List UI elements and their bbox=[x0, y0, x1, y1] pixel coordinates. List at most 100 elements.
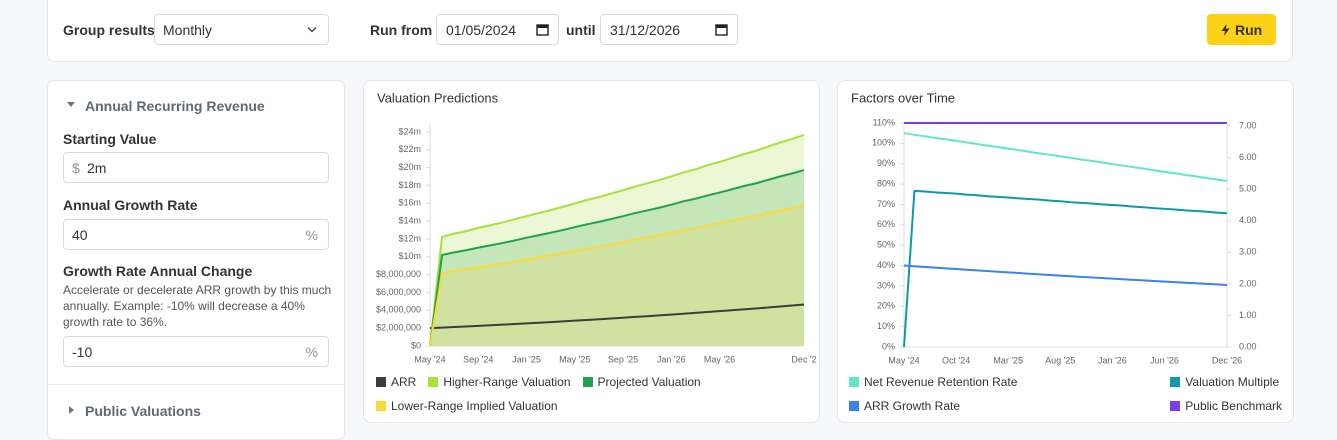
y-tick-label: $14m bbox=[398, 215, 421, 225]
y-tick-label: $16m bbox=[398, 198, 421, 208]
legend-swatch bbox=[1170, 401, 1181, 411]
y-tick-label: $20m bbox=[398, 162, 421, 172]
x-tick-label: Oct '24 bbox=[942, 355, 970, 365]
legend-swatch bbox=[1170, 377, 1181, 387]
legend: Net Revenue Retention Rate Valuation Mult… bbox=[849, 375, 1282, 413]
x-tick-label: Aug '25 bbox=[1045, 355, 1075, 365]
x-tick-label: May '24 bbox=[414, 354, 445, 364]
field-description: Accelerate or decelerate ARR growth by t… bbox=[63, 283, 332, 329]
group-value: Monthly bbox=[163, 22, 213, 38]
chevron-icon bbox=[307, 26, 317, 33]
sidebar bbox=[47, 80, 345, 440]
input-value: 40 bbox=[72, 227, 88, 243]
y-tick-label: 70% bbox=[877, 199, 895, 209]
section-title[interactable]: Annual Recurring Revenue bbox=[85, 98, 265, 114]
until-input[interactable]: 31/12/2026 bbox=[600, 14, 738, 45]
y-tick-label: 20% bbox=[877, 301, 895, 311]
y-tick-label: 110% bbox=[873, 117, 895, 127]
x-tick-label: Sep '24 bbox=[463, 354, 493, 364]
y-tick-label: 90% bbox=[877, 158, 895, 168]
group-label: Group results bbox=[63, 22, 155, 38]
starting-value-input[interactable]: $ 2m bbox=[63, 152, 329, 183]
legend-item[interactable]: Lower-Range Implied Valuation bbox=[376, 399, 558, 413]
y-tick-label: $0 bbox=[411, 340, 421, 350]
y2-tick-label: 3.00 bbox=[1239, 247, 1257, 257]
legend-item[interactable]: Valuation Multiple bbox=[1170, 375, 1282, 389]
series-line bbox=[429, 169, 805, 347]
series-line bbox=[903, 132, 1228, 183]
calendar-icon bbox=[536, 24, 549, 36]
x-tick-label: Jan '25 bbox=[512, 354, 541, 364]
section-title[interactable]: Public Valuations bbox=[85, 403, 201, 419]
x-tick-label: Sep '25 bbox=[608, 354, 638, 364]
y-tick-label: $4,000,000 bbox=[376, 305, 421, 315]
field-label: Growth Rate Annual Change bbox=[63, 263, 253, 279]
run-from-value: 01/05/2024 bbox=[446, 22, 517, 38]
legend-item[interactable]: ARR bbox=[376, 375, 416, 389]
run-from-input[interactable]: 01/05/2024 bbox=[436, 14, 559, 45]
y2-tick-label: 6.00 bbox=[1239, 152, 1257, 162]
legend-label: Higher-Range Valuation bbox=[443, 375, 571, 389]
chart-title: Factors over Time bbox=[851, 90, 955, 105]
x-tick-label: May '26 bbox=[704, 354, 735, 364]
field-label: Starting Value bbox=[63, 131, 157, 147]
expand-icon[interactable] bbox=[68, 405, 76, 415]
y-tick-label: 10% bbox=[877, 321, 895, 331]
y-tick-label: $2,000,000 bbox=[376, 323, 421, 333]
y2-tick-label: 0.00 bbox=[1239, 341, 1257, 351]
legend-label: Net Revenue Retention Rate bbox=[864, 375, 1018, 389]
chart-card: Valuation Predictions $0 $2,000,000 $4,000,… bbox=[363, 80, 820, 423]
legend-swatch bbox=[582, 377, 593, 387]
input-prefix: $ bbox=[72, 160, 80, 176]
chart-card: Factors over Time 0% 10% 20% 30% 40% 50% 60% 70%… bbox=[837, 80, 1294, 423]
legend-item[interactable]: Public Benchmark bbox=[1170, 399, 1282, 413]
y-tick-label: $12m bbox=[398, 233, 421, 243]
series-line bbox=[429, 204, 805, 347]
y-tick-label: 100% bbox=[872, 138, 895, 148]
y-tick-label: 40% bbox=[877, 260, 895, 270]
chart-title: Valuation Predictions bbox=[377, 90, 499, 105]
growth-rate-input[interactable]: 40 % bbox=[63, 219, 329, 250]
y-tick-label: $18m bbox=[398, 180, 421, 190]
run-button[interactable]: Run bbox=[1207, 14, 1276, 45]
legend: ARR Higher-Range Valuation Projected Valua… bbox=[376, 375, 711, 413]
expand-icon[interactable] bbox=[66, 101, 76, 109]
series-line bbox=[429, 303, 805, 330]
input-value: -10 bbox=[72, 344, 93, 360]
x-tick-label: Jan '26 bbox=[657, 354, 686, 364]
run-from-label: Run from bbox=[370, 22, 433, 38]
until-label: until bbox=[566, 22, 596, 38]
x-tick-label: Jun '26 bbox=[1150, 355, 1179, 365]
y2-tick-label: 4.00 bbox=[1239, 215, 1257, 225]
y2-tick-label: 5.00 bbox=[1239, 184, 1257, 194]
y-tick-label: $10m bbox=[398, 251, 421, 261]
legend-item[interactable]: ARR Growth Rate bbox=[849, 399, 1170, 413]
until-value: 31/12/2026 bbox=[610, 22, 681, 38]
series-line bbox=[903, 189, 1228, 348]
growth-change-input[interactable]: -10 % bbox=[63, 336, 329, 367]
legend-swatch bbox=[428, 377, 439, 387]
input-suffix: % bbox=[305, 344, 318, 360]
y2-tick-label: 2.00 bbox=[1239, 278, 1257, 288]
input-suffix: % bbox=[305, 227, 318, 243]
x-tick-label: Dec '26 bbox=[1212, 355, 1242, 365]
group-select[interactable]: Monthly bbox=[154, 14, 329, 45]
x-tick-label: Mar '25 bbox=[993, 355, 1023, 365]
field-label: Annual Growth Rate bbox=[63, 197, 198, 213]
divider bbox=[48, 384, 344, 385]
y-tick-label: 60% bbox=[877, 219, 895, 229]
legend-item[interactable]: Net Revenue Retention Rate bbox=[849, 375, 1170, 389]
chart: Factors over Time 0% 10% 20% 30% 40% 50% 60% 70%… bbox=[851, 90, 1257, 365]
legend-swatch bbox=[376, 377, 386, 387]
y-tick-label: 50% bbox=[877, 240, 895, 250]
legend-item[interactable]: Projected Valuation bbox=[582, 375, 701, 389]
chart: Valuation Predictions $0 $2,000,000 $4,000,… bbox=[376, 90, 817, 364]
legend-swatch bbox=[376, 401, 386, 411]
y2-tick-label: 1.00 bbox=[1239, 310, 1257, 320]
y-tick-label: 80% bbox=[877, 178, 895, 188]
y-tick-label: $6,000,000 bbox=[376, 287, 421, 297]
legend-item[interactable]: Higher-Range Valuation bbox=[428, 375, 571, 389]
y-tick-label: 0% bbox=[882, 341, 895, 351]
x-tick-label: May '24 bbox=[888, 355, 919, 365]
run-label: Run bbox=[1235, 22, 1263, 38]
